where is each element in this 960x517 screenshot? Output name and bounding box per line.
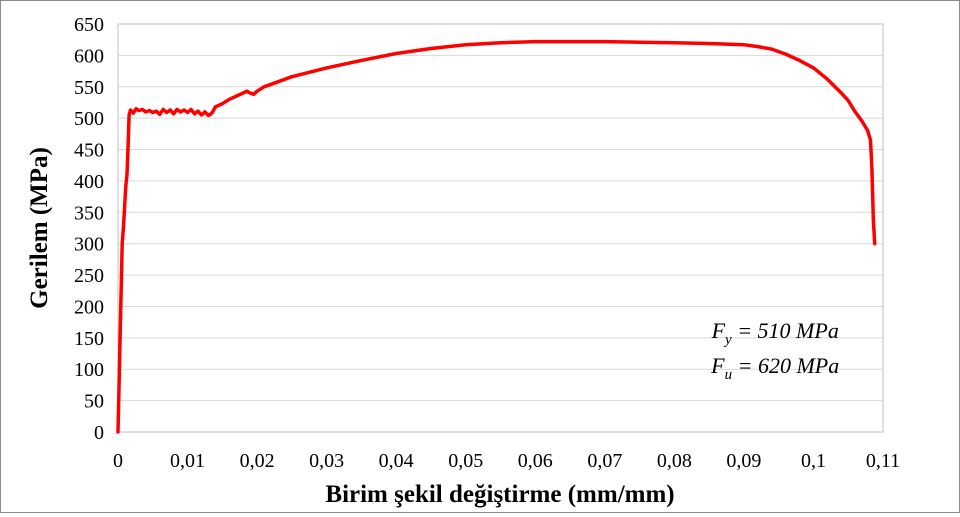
y-tick-label: 350	[74, 202, 104, 224]
y-tick-labels: 0 50 100 150 200 250 300 350 400 450 500 550 600 650	[74, 14, 104, 444]
y-tick-label: 650	[74, 14, 104, 36]
y-tick-label: 550	[74, 77, 104, 99]
x-tick-labels: 0 0,01 0,02 0,03 0,04 0,05 0,06 0,07 0,08 0,09 0,1…	[113, 450, 900, 472]
x-tick-label: 0,11	[866, 450, 900, 472]
y-axis-title: Gerilem (MPa)	[26, 147, 53, 309]
plot-area-border	[117, 23, 884, 433]
y-tick-label: 50	[84, 391, 104, 413]
x-tick-label: 0,01	[170, 450, 205, 472]
annotation-label: Fu = 620 MPa	[710, 353, 839, 383]
annotations: Fy = 510 MPa Fu = 620 MPa	[710, 318, 839, 383]
x-tick-label: 0,09	[726, 450, 761, 472]
y-tick-label: 200	[74, 296, 104, 318]
x-tick-label: 0,04	[379, 450, 414, 472]
x-tick-label: 0,02	[240, 450, 275, 472]
y-tick-label: 450	[74, 140, 104, 162]
x-tick-label: 0,06	[518, 450, 553, 472]
y-tick-label: 400	[74, 171, 104, 193]
y-tick-label: 500	[74, 108, 104, 130]
x-tick-label: 0,07	[587, 450, 622, 472]
x-tick-label: 0,05	[448, 450, 483, 472]
x-tick-label: 0	[113, 450, 123, 472]
y-tick-label: 250	[74, 265, 104, 287]
stress-strain-curve	[116, 39, 877, 434]
y-tick-label: 0	[94, 422, 104, 444]
x-tick-label: 0,03	[309, 450, 344, 472]
y-tick-label: 600	[74, 45, 104, 67]
y-tick-label: 100	[74, 359, 104, 381]
y-tick-label: 150	[74, 328, 104, 350]
annotation-label: Fy = 510 MPa	[711, 318, 839, 348]
x-tick-label: 0,1	[801, 450, 826, 472]
x-axis-title: Birim şekil değiştirme (mm/mm)	[325, 481, 674, 508]
gridlines	[118, 54, 883, 402]
y-tick-label: 300	[74, 234, 104, 256]
x-tick-label: 0,08	[657, 450, 692, 472]
